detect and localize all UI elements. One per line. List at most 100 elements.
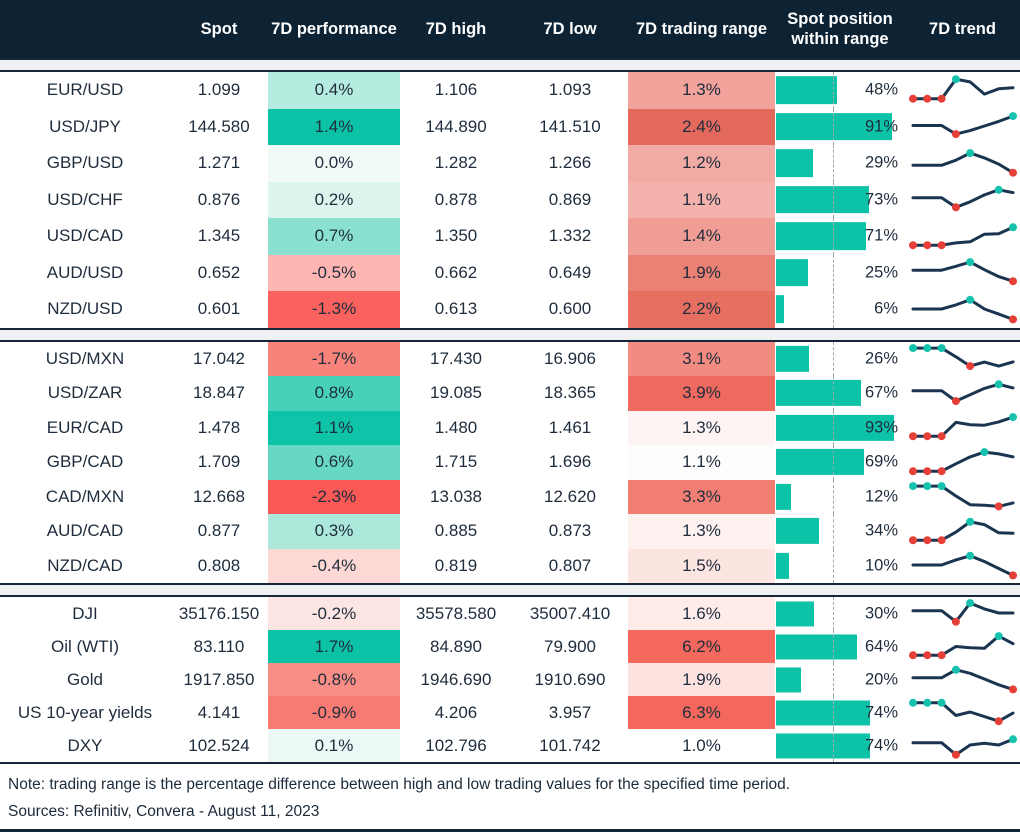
sparkline [908, 447, 1014, 475]
position-percent-label: 73% [864, 190, 898, 209]
position-bar [776, 76, 837, 105]
low-value: 1.461 [548, 417, 592, 437]
high-value: 1.282 [434, 153, 478, 173]
position-cell: 67% [775, 376, 905, 411]
high-point-dot [965, 258, 974, 267]
trading-range-cell: 1.3% [628, 72, 775, 109]
high-point-dot [1008, 223, 1017, 232]
performance-cell: 0.3% [268, 514, 400, 549]
row-label: USD/CHF [47, 189, 123, 209]
sources-text: Sources: Refinitiv, Convera - August 11,… [8, 802, 320, 820]
table-row: DXY 102.524 0.1% 102.796 101.742 1.0% 74% [0, 729, 1020, 762]
position-cell: 34% [775, 514, 905, 549]
high-value: 84.890 [430, 636, 482, 656]
position-percent-label: 12% [864, 487, 898, 506]
low-point-dot [937, 535, 946, 544]
high-point-dot [922, 698, 931, 707]
sparkline [908, 223, 1017, 249]
position-percent-label: 25% [864, 263, 898, 282]
trading-range-cell: 6.3% [628, 696, 775, 729]
low-value: 35007.410 [529, 603, 611, 623]
performance-cell: 0.7% [268, 218, 400, 255]
group-separator [0, 583, 1020, 597]
low-point-dot [922, 432, 931, 441]
position-cell: 26% [775, 341, 905, 376]
position-bar [776, 414, 894, 441]
high-value: 144.890 [425, 116, 487, 136]
reference-dashed-line [833, 341, 834, 376]
high-value: 102.796 [425, 735, 487, 755]
low-point-dot [951, 396, 960, 405]
trend-cell [905, 411, 1020, 446]
low-value: 79.900 [544, 636, 596, 656]
low-point-dot [1008, 571, 1017, 580]
position-cell: 25% [775, 254, 905, 291]
low-point-dot [908, 432, 917, 441]
high-point-dot [1008, 413, 1017, 422]
position-bar [776, 185, 869, 214]
table-row: Gold 1917.850 -0.8% 1946.690 1910.690 1.9% 20% [0, 663, 1020, 696]
header-7d-performance: 7D performance [271, 19, 397, 38]
table-row: Oil (WTI) 83.110 1.7% 84.890 79.900 6.2% 64% [0, 630, 1020, 663]
position-bar [776, 666, 801, 693]
trading-range-cell: 1.3% [628, 514, 775, 549]
position-cell: 91% [775, 108, 905, 145]
high-value: 1.715 [434, 452, 478, 472]
sparkline [911, 380, 1014, 405]
header-spot: Spot [200, 19, 238, 38]
sparkline [911, 112, 1017, 139]
trading-range-cell: 1.6% [628, 597, 775, 630]
trend-cell [905, 72, 1020, 109]
trading-range-cell: 1.1% [628, 181, 775, 218]
position-cell: 71% [775, 218, 905, 255]
sparkline [908, 74, 1014, 103]
trend-cell [905, 663, 1020, 696]
position-bar [776, 149, 813, 178]
high-point-dot [922, 482, 931, 491]
trading-range-cell: 1.4% [628, 218, 775, 255]
header-instrument [0, 0, 170, 58]
high-value: 1.106 [434, 80, 478, 100]
position-cell: 30% [775, 597, 905, 630]
spot-value: 0.808 [197, 555, 241, 575]
performance-cell: -0.9% [268, 696, 400, 729]
high-point-dot [965, 148, 974, 157]
high-value: 1.350 [434, 226, 478, 246]
table-body: EUR/USD 1.099 0.4% 1.106 1.093 1.3% 48% USD/JPY… [0, 58, 1020, 762]
position-bar [776, 222, 866, 251]
position-cell: 93% [775, 410, 905, 445]
header-7d-high: 7D high [425, 19, 487, 38]
position-percent-label: 64% [864, 637, 898, 655]
low-point-dot [937, 432, 946, 441]
performance-cell: 1.7% [268, 630, 400, 663]
position-bar [776, 483, 791, 510]
row-label: GBP/USD [46, 153, 124, 173]
high-point-dot [1008, 112, 1017, 121]
reference-dashed-line [833, 181, 834, 218]
high-value: 0.613 [434, 299, 478, 319]
reference-dashed-line [833, 376, 834, 411]
performance-cell: -0.5% [268, 254, 400, 291]
high-point-dot [937, 344, 946, 353]
position-percent-label: 6% [874, 299, 898, 318]
table-row: GBP/USD 1.271 0.0% 1.282 1.266 1.2% 29% [0, 145, 1020, 182]
table-row: CAD/MXN 12.668 -2.3% 13.038 12.620 3.3% 12% [0, 479, 1020, 514]
position-cell: 12% [775, 479, 905, 514]
position-cell: 20% [775, 663, 905, 696]
trading-range-cell: 1.2% [628, 145, 775, 182]
position-cell: 74% [775, 696, 905, 729]
trading-range-cell: 1.0% [628, 729, 775, 762]
performance-cell: 0.6% [268, 445, 400, 480]
table-header: Spot 7D performance 7D high 7D low 7D tr… [0, 0, 1020, 58]
low-point-dot [994, 502, 1003, 511]
position-bar [776, 112, 892, 141]
row-label: EUR/CAD [46, 417, 124, 437]
position-bar [776, 699, 870, 726]
low-value: 3.957 [548, 702, 592, 722]
spot-value: 102.524 [188, 735, 250, 755]
reference-dashed-line [833, 254, 834, 291]
performance-cell: -1.7% [268, 341, 400, 376]
high-point-dot [937, 698, 946, 707]
row-label: DXY [67, 735, 103, 755]
low-point-dot [937, 94, 946, 103]
